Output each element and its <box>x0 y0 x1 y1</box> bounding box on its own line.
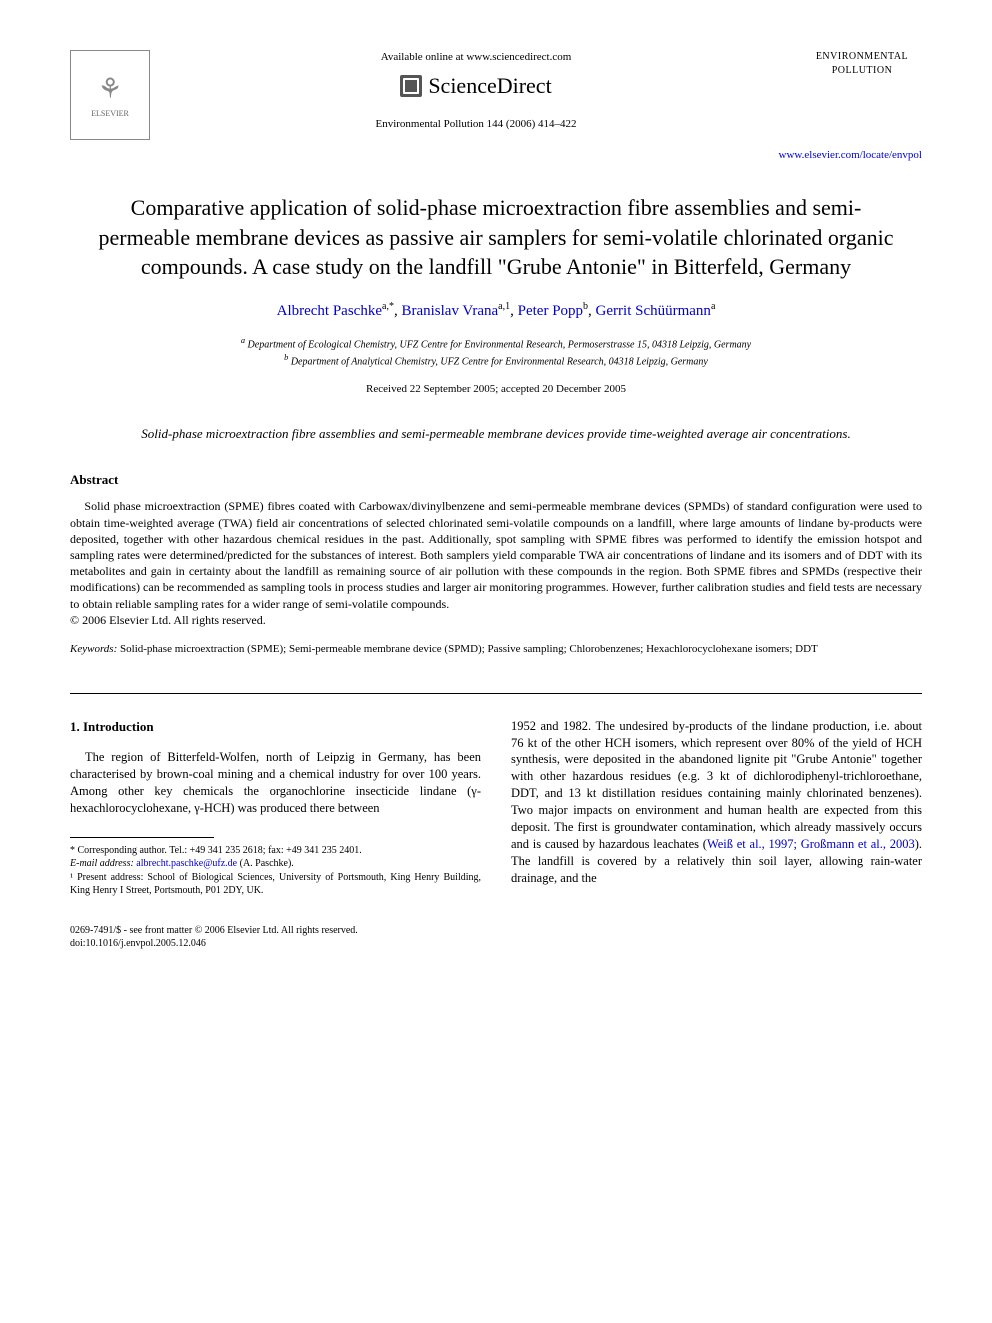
abstract-heading: Abstract <box>70 471 922 489</box>
abstract-copyright: © 2006 Elsevier Ltd. All rights reserved… <box>70 613 266 627</box>
article-title: Comparative application of solid-phase m… <box>70 193 922 282</box>
article-dates: Received 22 September 2005; accepted 20 … <box>70 382 922 397</box>
abstract-body: Solid phase microextraction (SPME) fibre… <box>70 498 922 628</box>
page-footer: 0269-7491/$ - see front matter © 2006 El… <box>70 924 922 951</box>
locate-link[interactable]: www.elsevier.com/locate/envpol <box>70 148 922 163</box>
available-online-text: Available online at www.sciencedirect.co… <box>170 50 782 65</box>
keywords-text: Solid-phase microextraction (SPME); Semi… <box>120 643 818 655</box>
email-attribution: (A. Paschke). <box>240 858 294 869</box>
intro-col2-part1: 1952 and 1982. The undesired by-products… <box>511 719 922 851</box>
email-address[interactable]: albrecht.paschke@ufz.de <box>136 858 237 869</box>
author-2-sup: a,1 <box>498 301 510 312</box>
section-divider <box>70 693 922 694</box>
sciencedirect-logo: ScienceDirect <box>400 71 551 101</box>
keywords-block: Keywords: Solid-phase microextraction (S… <box>70 642 922 657</box>
footnotes: * Corresponding author. Tel.: +49 341 23… <box>70 844 481 898</box>
footer-doi: doi:10.1016/j.envpol.2005.12.046 <box>70 937 922 951</box>
keywords-label: Keywords: <box>70 643 117 655</box>
header-row: ⚘ ELSEVIER Available online at www.scien… <box>70 50 922 140</box>
body-columns: 1. Introduction The region of Bitterfeld… <box>70 718 922 898</box>
affiliations: a Department of Ecological Chemistry, UF… <box>70 335 922 370</box>
affiliation-b: b Department of Analytical Chemistry, UF… <box>70 352 922 369</box>
author-4[interactable]: Gerrit Schüürmann <box>596 303 711 319</box>
present-address: ¹ Present address: School of Biological … <box>70 871 481 898</box>
footnote-divider <box>70 837 214 838</box>
author-2[interactable]: Branislav Vrana <box>401 303 498 319</box>
center-header: Available online at www.sciencedirect.co… <box>150 50 802 131</box>
affiliation-a: a Department of Ecological Chemistry, UF… <box>70 335 922 352</box>
author-4-sup: a <box>711 301 715 312</box>
author-3-sup: b <box>583 301 588 312</box>
corresponding-author: * Corresponding author. Tel.: +49 341 23… <box>70 844 481 858</box>
email-line: E-mail address: albrecht.paschke@ufz.de … <box>70 857 481 871</box>
journal-logo-line2: POLLUTION <box>802 64 922 78</box>
author-1[interactable]: Albrecht Paschke <box>277 303 382 319</box>
left-column: 1. Introduction The region of Bitterfeld… <box>70 718 481 898</box>
footer-copyright: 0269-7491/$ - see front matter © 2006 El… <box>70 924 922 938</box>
intro-paragraph-left: The region of Bitterfeld-Wolfen, north o… <box>70 749 481 817</box>
journal-reference: Environmental Pollution 144 (2006) 414–4… <box>170 117 782 132</box>
journal-logo-box: ENVIRONMENTAL POLLUTION <box>802 50 922 77</box>
elsevier-logo: ⚘ ELSEVIER <box>70 50 150 140</box>
email-label: E-mail address: <box>70 858 134 869</box>
highlight-statement: Solid-phase microextraction fibre assemb… <box>70 425 922 443</box>
citation-link[interactable]: Weiß et al., 1997; Großmann et al., 2003 <box>707 837 915 851</box>
journal-logo-line1: ENVIRONMENTAL <box>802 50 922 64</box>
abstract-text: Solid phase microextraction (SPME) fibre… <box>70 499 922 610</box>
intro-paragraph-right: 1952 and 1982. The undesired by-products… <box>511 718 922 887</box>
right-column: 1952 and 1982. The undesired by-products… <box>511 718 922 898</box>
sciencedirect-icon <box>400 75 422 97</box>
elsevier-label: ELSEVIER <box>91 109 129 120</box>
author-3[interactable]: Peter Popp <box>518 303 583 319</box>
elsevier-tree-icon: ⚘ <box>97 71 122 109</box>
intro-heading: 1. Introduction <box>70 718 481 736</box>
author-1-sup: a,* <box>382 301 394 312</box>
authors-line: Albrecht Paschkea,*, Branislav Vranaa,1,… <box>70 300 922 321</box>
sciencedirect-text: ScienceDirect <box>428 71 551 101</box>
